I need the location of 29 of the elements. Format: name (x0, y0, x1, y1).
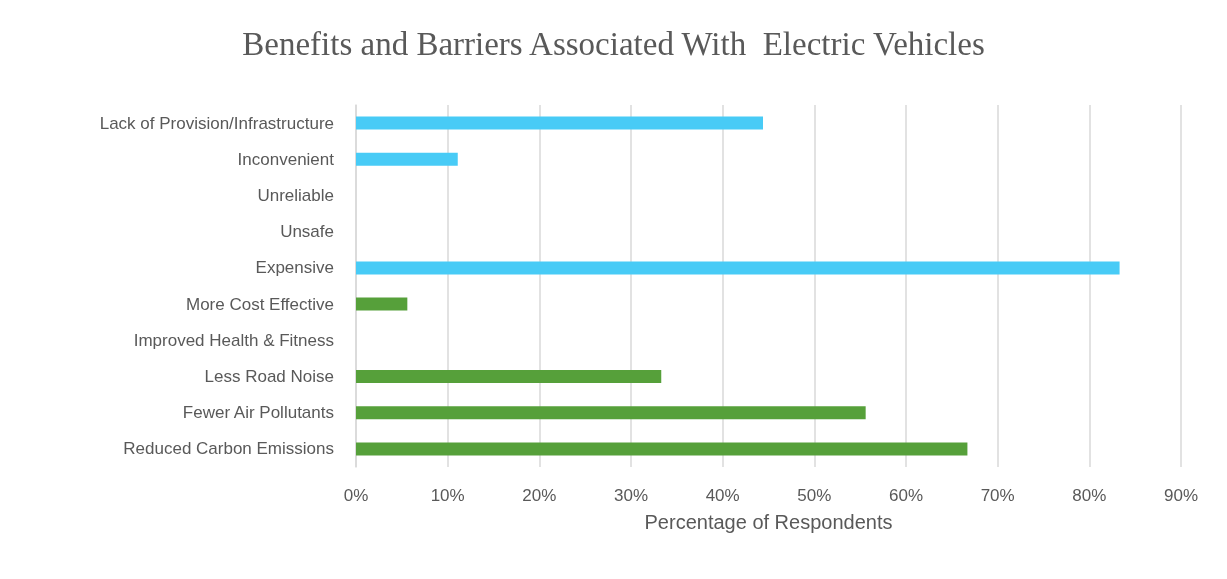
y-tick-label: Inconvenient (237, 149, 335, 169)
y-tick-label: Less Road Noise (204, 367, 334, 386)
x-axis-title: Percentage of Respondents (644, 511, 893, 533)
x-tick-label: 10% (430, 486, 465, 505)
x-tick-label: 20% (522, 486, 557, 505)
bar (356, 261, 1120, 275)
chart-title: Benefits and Barriers Associated With Electric Vehicles (242, 25, 985, 62)
y-tick-label: Improved Health & Fitness (133, 330, 334, 350)
y-tick-label: Reduced Carbon Emissions (123, 439, 334, 459)
bar (356, 116, 763, 130)
x-tick-label: 50% (797, 486, 832, 505)
x-tick-label: 60% (888, 486, 924, 505)
x-tick-label: 80% (1072, 486, 1107, 505)
x-tick-label: 90% (1163, 486, 1199, 505)
x-tick-label: 40% (705, 486, 740, 505)
bar (356, 297, 408, 311)
x-tick-label: 0% (343, 486, 369, 505)
y-tick-label: Unsafe (280, 222, 334, 242)
bar (356, 406, 866, 420)
x-tick-label: 30% (613, 486, 649, 505)
y-tick-label: Lack of Provision/Infrastructure (99, 113, 334, 133)
y-tick-label: Expensive (255, 258, 334, 278)
bar (356, 370, 662, 383)
x-tick-label: 70% (980, 486, 1015, 505)
y-tick-label: More Cost Effective (185, 294, 334, 314)
bar (356, 152, 458, 166)
y-tick-label: Unreliable (257, 186, 334, 205)
bar (356, 442, 968, 456)
y-tick-label: Fewer Air Pollutants (182, 403, 334, 423)
